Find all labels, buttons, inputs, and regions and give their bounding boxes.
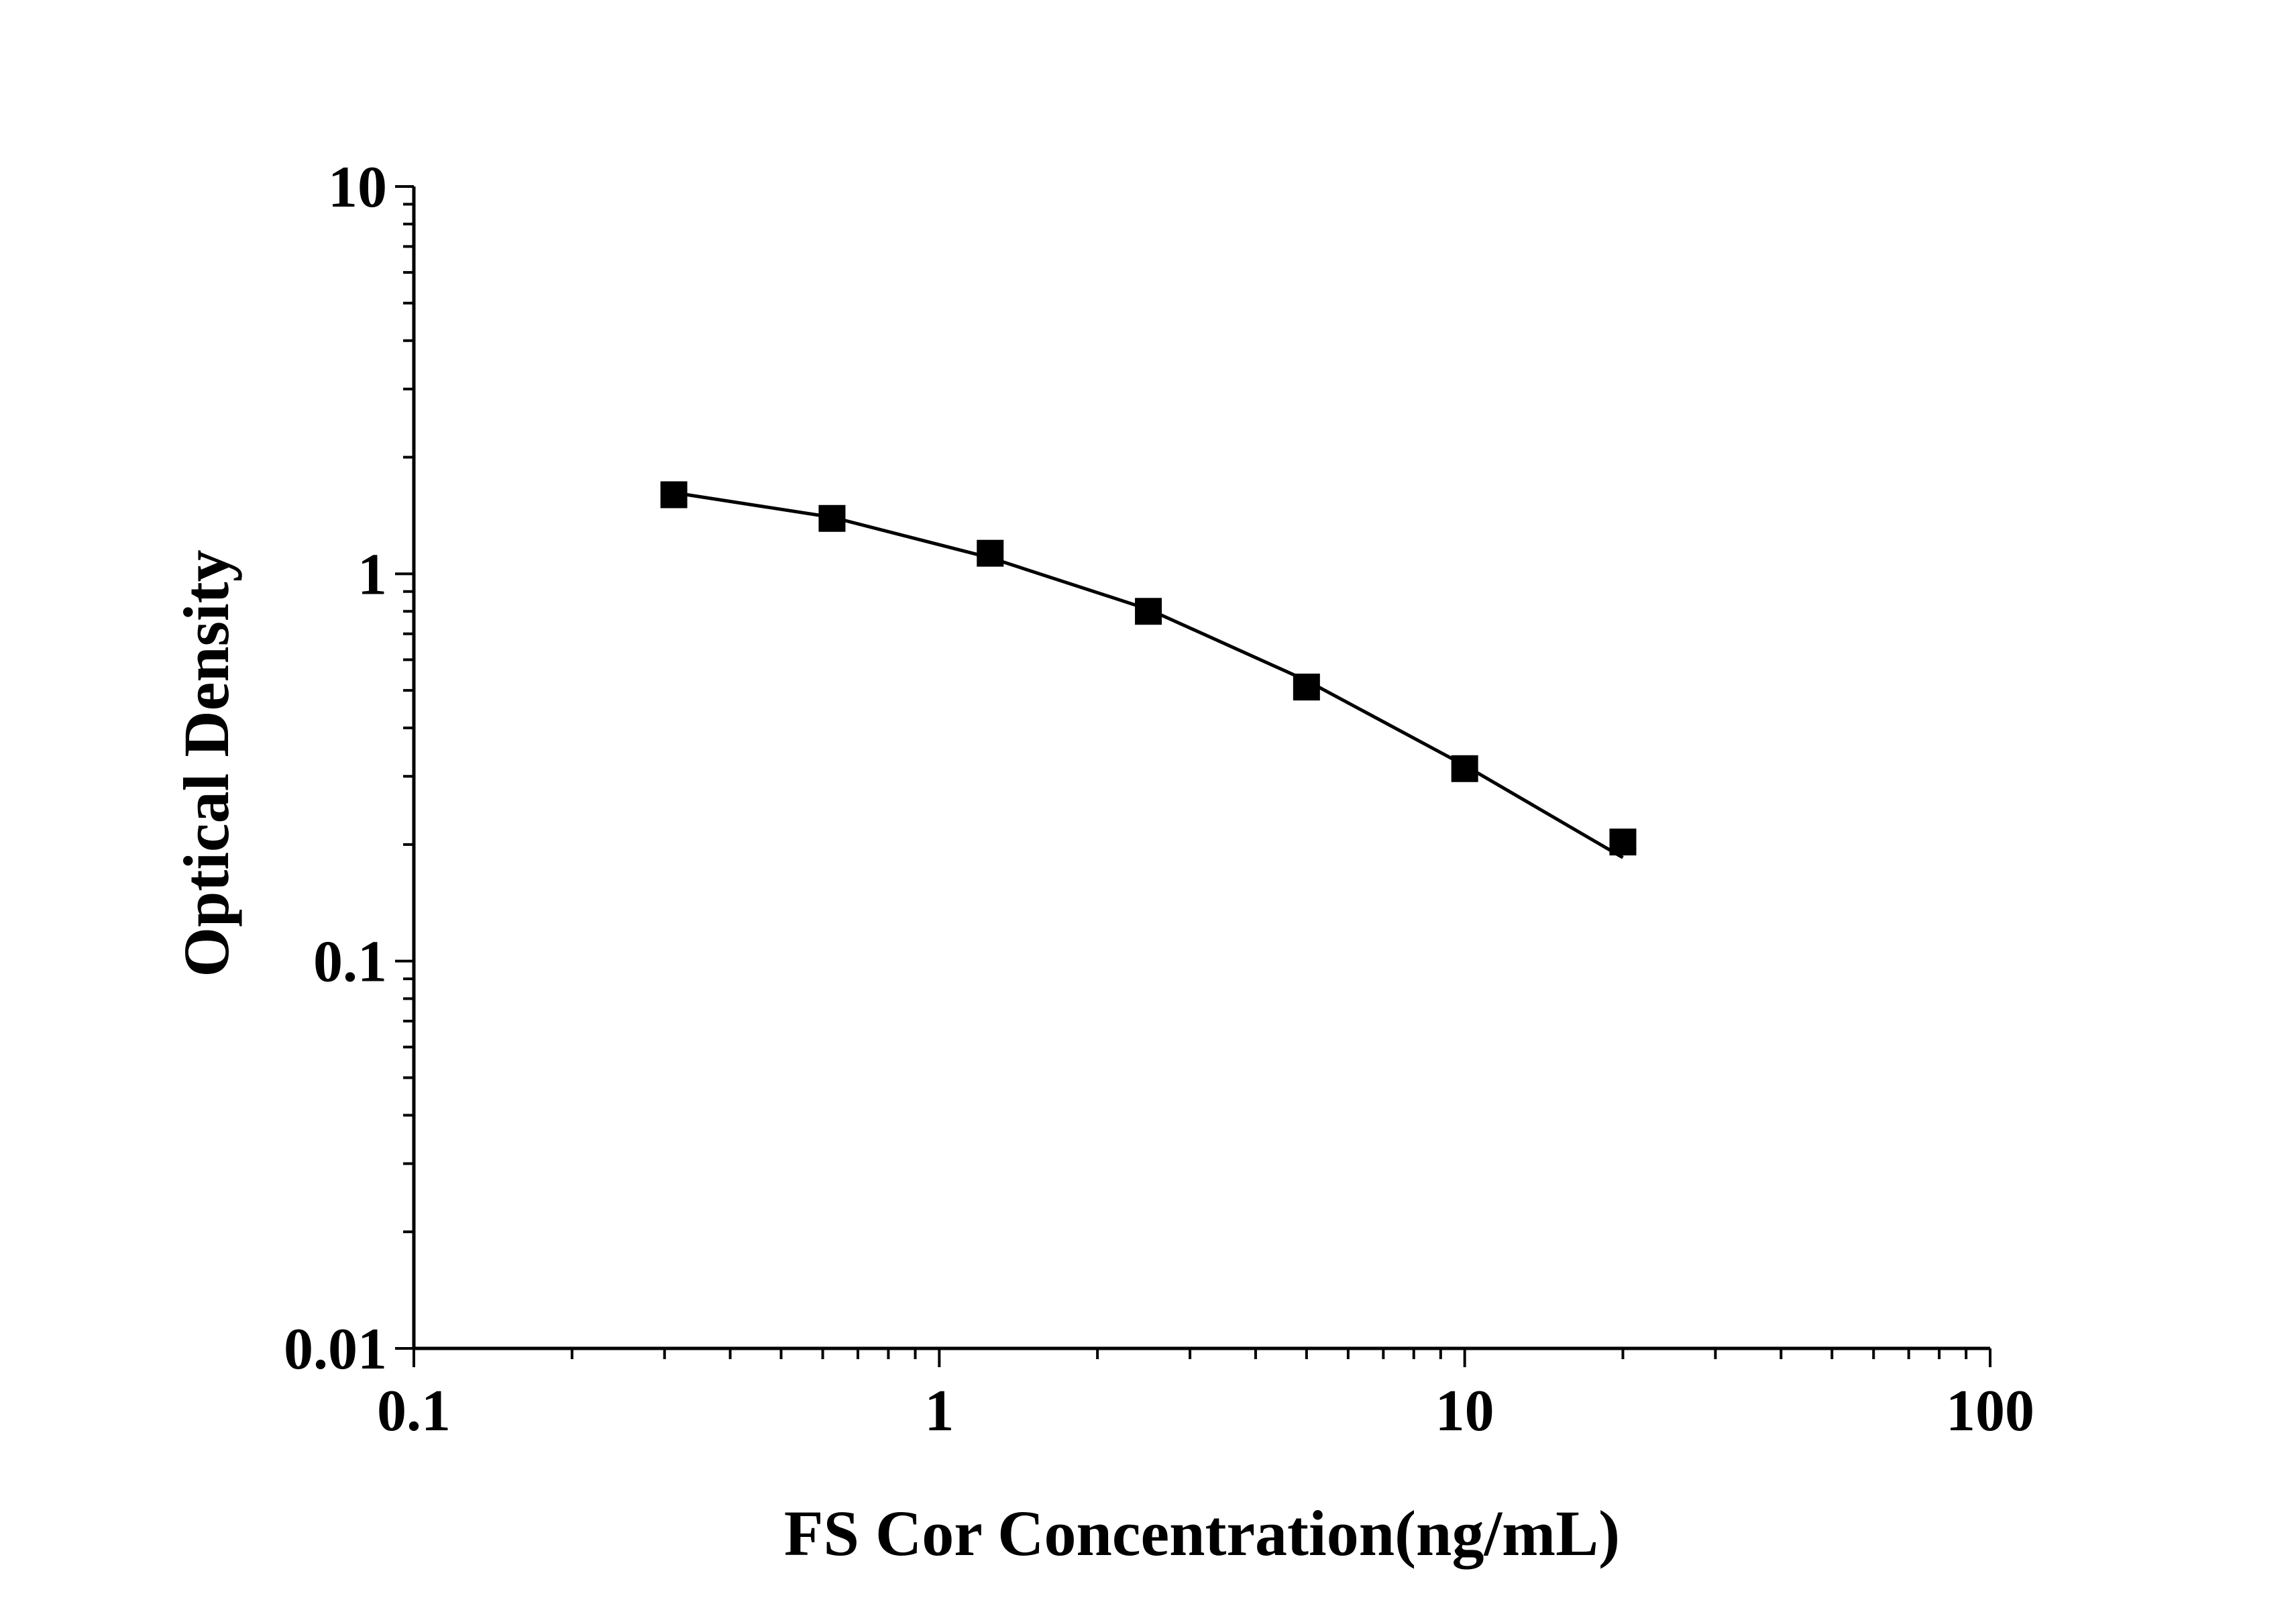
x-tick-label: 100: [1946, 1379, 2034, 1444]
axes: [412, 186, 1990, 1350]
x-tick-label: 0.1: [377, 1379, 451, 1444]
data-point: [818, 504, 846, 532]
y-tick-label: 0.1: [313, 930, 387, 995]
y-tick-label: 0.01: [284, 1317, 387, 1382]
x-tick-label: 1: [924, 1379, 954, 1444]
y-axis-title: Optical Density: [170, 549, 242, 977]
data-point: [1293, 674, 1320, 701]
data-point: [1451, 755, 1478, 782]
x-tick-label: 10: [1435, 1379, 1494, 1444]
data-point: [1135, 598, 1162, 625]
data-point: [1609, 828, 1637, 856]
plot-area: [660, 481, 1637, 859]
ticks: [395, 185, 1991, 1367]
y-tick-label: 1: [358, 542, 387, 607]
y-tick-label: 10: [328, 155, 387, 220]
data-point: [660, 481, 688, 509]
fit-curve: [673, 490, 1624, 859]
x-axis-title: FS Cor Concentration(ng/mL): [784, 1497, 1620, 1569]
data-point: [977, 539, 1004, 567]
